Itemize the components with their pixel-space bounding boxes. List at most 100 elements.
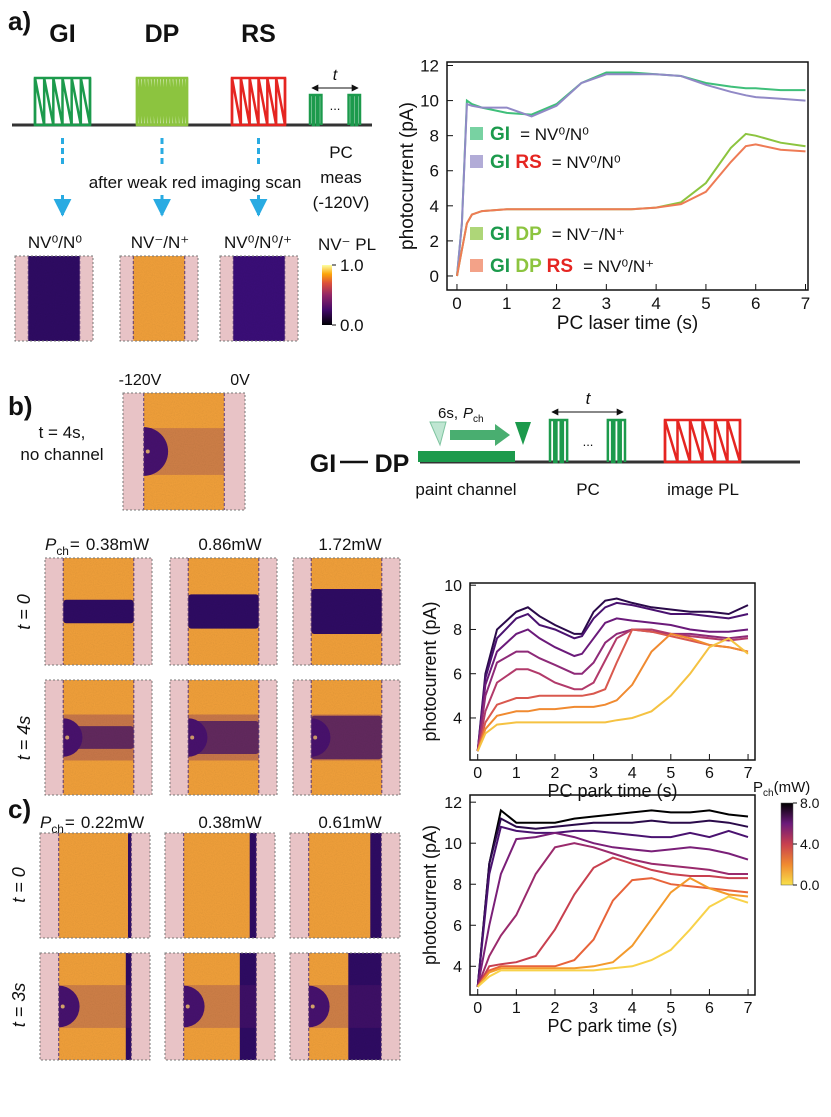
x-tick-label: 0 xyxy=(452,294,461,313)
pl-image xyxy=(164,952,276,1061)
period-label: t xyxy=(586,389,592,408)
y-tick-label: 4 xyxy=(453,711,462,728)
data-line xyxy=(476,817,749,987)
electrode xyxy=(284,256,298,341)
electrode xyxy=(131,953,150,1060)
panel-label: a) xyxy=(8,6,31,36)
power-label: 0.86mW xyxy=(198,535,261,554)
colorbar-label: NV⁻ PL xyxy=(318,235,376,254)
x-axis-label: PC laser time (s) xyxy=(557,313,698,334)
sequence-label: DP xyxy=(145,20,180,48)
symbol: P xyxy=(463,405,473,422)
x-tick-label: 7 xyxy=(744,765,753,782)
pl-image xyxy=(219,255,299,342)
pl-image xyxy=(44,557,153,666)
x-tick-label: 4 xyxy=(651,294,660,313)
electrode xyxy=(79,256,93,341)
plot-frame xyxy=(469,582,756,761)
power-label: Pch= 0.38mW xyxy=(45,535,149,558)
power: 0.22mW xyxy=(81,813,144,832)
y-tick-label: 4 xyxy=(430,197,439,216)
x-tick-label: 7 xyxy=(801,294,810,313)
electrode xyxy=(293,558,312,665)
pl-image xyxy=(39,952,151,1061)
electrode xyxy=(381,953,400,1060)
pl-image xyxy=(39,832,151,939)
pl-image xyxy=(119,255,199,342)
pc-meas-label: (-120V) xyxy=(313,193,370,212)
legend-word: GI xyxy=(490,256,510,277)
colorbar-tick-label: 0.0 xyxy=(800,877,820,893)
y-tick-label: 12 xyxy=(420,56,439,75)
x-tick-label: 6 xyxy=(751,294,760,313)
legend-word: DP xyxy=(510,256,542,277)
electrode xyxy=(165,833,184,938)
pl-image xyxy=(292,679,401,796)
row-label: t = 4s xyxy=(14,716,34,761)
sequence-label: RS xyxy=(241,20,276,48)
subscript: ch xyxy=(763,788,774,799)
legend-name: GI DP RS xyxy=(490,256,573,277)
colorbar xyxy=(780,802,794,886)
pl-frame xyxy=(289,832,401,939)
power: 0.38mW xyxy=(86,535,149,554)
legend-word: GI xyxy=(490,124,510,145)
legend-word: GI xyxy=(490,152,510,173)
legend-note: = NV⁰/N⁰ xyxy=(552,153,621,172)
electrode xyxy=(184,256,198,341)
colorbar-tick-label: 4.0 xyxy=(800,836,820,852)
x-tick-label: 1 xyxy=(512,1000,521,1017)
colorbar-tick-label: 0.0 xyxy=(340,316,364,335)
electrode xyxy=(45,558,64,665)
legend-name: GI RS xyxy=(490,152,542,173)
electrode xyxy=(40,833,59,938)
equals: = xyxy=(65,813,75,832)
y-tick-label: 6 xyxy=(453,666,462,683)
pl-image xyxy=(164,832,276,939)
y-tick-label: 10 xyxy=(444,836,462,853)
pl-frame xyxy=(292,679,401,796)
electrode xyxy=(131,833,150,938)
data-line xyxy=(476,601,749,752)
legend-word: DP xyxy=(510,224,542,245)
step-label: PC xyxy=(576,480,600,499)
data-line xyxy=(476,825,749,987)
legend-swatch xyxy=(470,127,483,140)
pl-frame xyxy=(14,255,94,342)
data-line xyxy=(476,628,749,752)
electrode xyxy=(133,558,152,665)
electrode xyxy=(381,680,400,795)
x-tick-label: 3 xyxy=(589,765,598,782)
data-line xyxy=(476,597,749,752)
y-tick-label: 2 xyxy=(430,232,439,251)
pulse-rs-zigzag xyxy=(230,77,287,126)
pl-frame xyxy=(39,832,151,939)
row-label: t = 3s xyxy=(9,983,29,1028)
colorbar xyxy=(322,265,332,325)
electrode xyxy=(220,256,234,341)
y-axis-label: photocurrent (pA) xyxy=(397,102,418,250)
voltage-label: 0V xyxy=(230,372,250,389)
pulse-gi-zigzag xyxy=(33,77,92,126)
legend-note: = NV⁰/N⁰ xyxy=(520,125,589,144)
state-label: NV⁰/N⁰ xyxy=(28,233,82,252)
data-line xyxy=(476,856,748,988)
electrode xyxy=(290,833,309,938)
x-tick-label: 5 xyxy=(701,294,710,313)
x-axis-label: PC park time (s) xyxy=(547,1016,677,1036)
data-line xyxy=(476,808,749,987)
pl-image xyxy=(169,679,278,796)
data-line xyxy=(456,71,806,277)
data-line xyxy=(476,617,749,752)
legend-swatch xyxy=(470,227,483,240)
legend-swatch xyxy=(470,259,483,272)
y-tick-label: 6 xyxy=(430,162,439,181)
plot-frame xyxy=(469,794,756,996)
power-label: 0.38mW xyxy=(198,813,261,832)
legend-word: RS xyxy=(541,256,573,277)
step-label: image PL xyxy=(667,480,739,499)
electrode xyxy=(133,680,152,795)
legend-note: = NV⁻/N⁺ xyxy=(552,225,625,244)
state-label: NV⁻/N⁺ xyxy=(131,233,190,252)
electrode xyxy=(120,256,134,341)
